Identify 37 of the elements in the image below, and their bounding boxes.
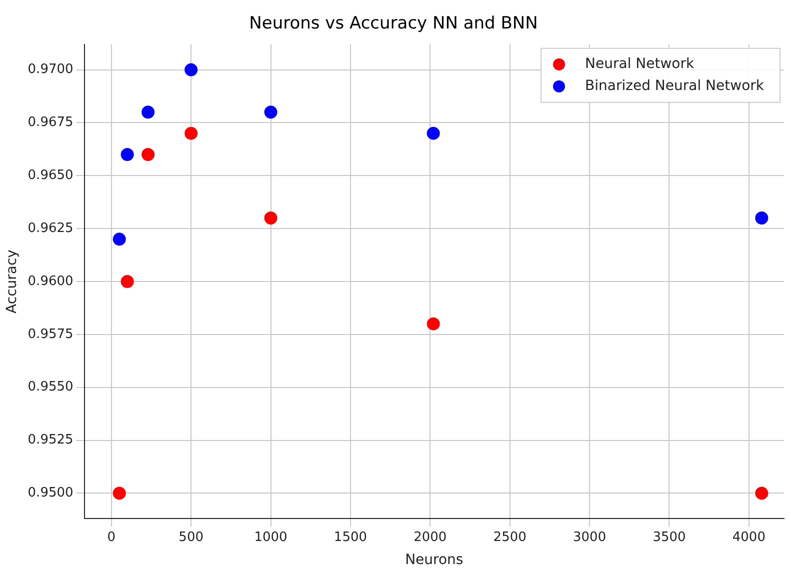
- x-tick-label: 3000: [573, 530, 606, 545]
- point: [184, 63, 198, 76]
- y-tick-label: 0.9625: [28, 220, 74, 236]
- y-tick-label: 0.9575: [28, 326, 74, 342]
- y-tick-label: 0.9700: [28, 62, 74, 78]
- point: [120, 275, 134, 288]
- chart-title: Neurons vs Accuracy NN and BNN: [249, 14, 538, 34]
- point: [184, 126, 198, 140]
- legend-label: Neural Network: [585, 56, 695, 72]
- point: [426, 317, 440, 330]
- x-tick-label: 2000: [414, 530, 447, 545]
- point: [142, 148, 155, 161]
- y-tick-label: 0.9675: [28, 115, 74, 130]
- point: [755, 486, 768, 500]
- x-tick-label: 4000: [732, 530, 766, 545]
- x-tick-label: 2500: [493, 530, 526, 545]
- y-tick-label: 0.9525: [28, 432, 74, 448]
- x-tick-label: 3500: [652, 530, 686, 545]
- point: [120, 148, 134, 161]
- point: [142, 106, 155, 119]
- y-axis-title: Accuracy: [4, 250, 20, 314]
- y-tick-label: 0.9650: [28, 168, 74, 184]
- point: [112, 486, 126, 500]
- x-axis-title: Neurons: [405, 552, 464, 568]
- point: [264, 211, 278, 224]
- point: [755, 211, 768, 224]
- x-tick-label: 1000: [254, 530, 288, 545]
- point: [112, 232, 126, 246]
- y-tick-label: 0.9500: [28, 486, 74, 501]
- x-tick-label: 0: [107, 530, 116, 545]
- point: [264, 106, 278, 119]
- legend-label: Binarized Neural Network: [585, 78, 765, 94]
- x-tick-label: 1500: [334, 530, 368, 545]
- x-tick-label: 500: [178, 530, 204, 545]
- point: [426, 126, 440, 140]
- y-tick-label: 0.9550: [28, 380, 74, 395]
- y-tick-label: 0.9600: [28, 274, 74, 289]
